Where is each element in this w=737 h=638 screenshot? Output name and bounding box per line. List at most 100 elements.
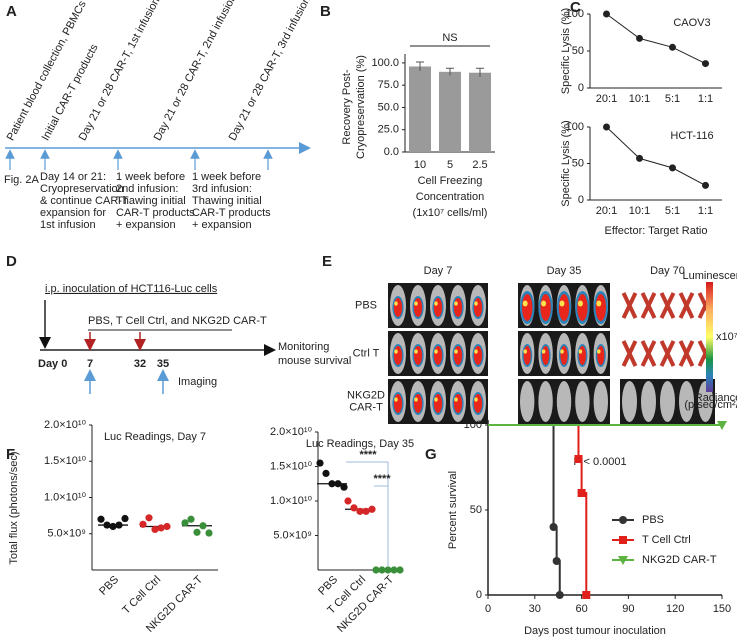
signal-core (454, 301, 458, 306)
signal (433, 298, 443, 317)
mouse (679, 381, 694, 422)
signal (453, 298, 463, 317)
panel-label: E (322, 253, 332, 270)
x-tick-label: 5:1 (665, 93, 680, 105)
timeline-note: expansion for (40, 207, 106, 219)
data-point (151, 525, 159, 534)
data-point (334, 480, 342, 488)
mouse (575, 381, 590, 422)
signal (393, 298, 403, 317)
x-axis-label: Effector: Target Ratio (605, 225, 708, 237)
data-point (636, 154, 643, 162)
signal-core (434, 397, 438, 402)
y-tick-label: 100.0 (371, 57, 399, 69)
survival-line (488, 424, 588, 595)
data-point (669, 164, 676, 172)
group-label: Ctrl T (353, 347, 380, 359)
x-tick-label: PBS (316, 574, 340, 598)
x-tick-label: 150 (713, 603, 731, 615)
x-tick-label: 1:1 (698, 93, 713, 105)
dead-mark (659, 292, 676, 319)
x-tick-label: PBS (97, 574, 121, 598)
timeline-note: 1st infusion (40, 219, 96, 231)
signal-core (474, 397, 478, 402)
dead-mark (659, 340, 676, 367)
data-point (702, 181, 709, 189)
data-point (340, 483, 348, 491)
endpoint-text: mouse survival (278, 355, 351, 367)
signal (540, 294, 551, 321)
x-tick-label: 10:1 (629, 205, 650, 217)
y-tick-label: 1.5×10¹⁰ (270, 460, 313, 472)
data-point (199, 522, 207, 530)
bar (409, 66, 431, 152)
panel-label: A (6, 3, 17, 20)
signal (433, 346, 443, 365)
signal (473, 394, 483, 413)
signal (473, 346, 483, 365)
data-point (702, 60, 709, 68)
legend-marker (619, 516, 627, 524)
data-point (603, 123, 610, 131)
signal-core (454, 397, 458, 402)
group-label: NKG2D (347, 389, 385, 401)
legend-label: PBS (642, 514, 664, 526)
signal-core (414, 301, 418, 306)
signal-core (394, 397, 398, 402)
timepoint-label: Day 7 (424, 265, 453, 277)
signal (558, 294, 570, 321)
data-point (378, 566, 386, 574)
data-point (205, 529, 213, 537)
x-tick-label: 20:1 (596, 205, 617, 217)
y-tick-label: 50 (470, 504, 482, 516)
event-label: Day 21 or 28 CAR-T, 3rd infusion (227, 0, 313, 143)
data-point (103, 521, 111, 529)
y-tick-label: 2.0×10¹⁰ (44, 419, 87, 431)
timeline-note: 2nd infusion: (116, 183, 178, 195)
timeline-note: CAR-T products (192, 207, 271, 219)
data-point (603, 10, 610, 18)
chart-title: P < 0.0001 (573, 456, 626, 468)
dead-mark (621, 292, 638, 319)
x-tick-label: 90 (622, 603, 634, 615)
mouse (556, 381, 572, 422)
data-point (549, 523, 558, 531)
data-point (322, 469, 330, 477)
mouse (538, 381, 553, 422)
data-point (372, 566, 380, 574)
dead-mark (621, 340, 638, 367)
colorbar-title: Luminescence (683, 270, 737, 282)
data-point (552, 557, 561, 565)
data-point (97, 515, 105, 523)
bar (469, 72, 491, 152)
mouse (593, 381, 608, 422)
signal (473, 298, 483, 317)
timeline-note: & continue CAR-T (40, 195, 129, 207)
data-point (121, 514, 129, 523)
y-tick-label: 2.0×10¹⁰ (270, 426, 313, 438)
signal-core (577, 300, 583, 307)
survival-line (488, 424, 561, 595)
y-tick-label: 100 (566, 121, 584, 133)
day-label: 32 (134, 358, 146, 370)
data-point (390, 566, 398, 574)
data-point (368, 505, 376, 513)
y-axis-label: Total flux (photons/sec) (8, 451, 20, 564)
timeline-note: 1 week before (116, 171, 185, 183)
data-line (606, 126, 706, 186)
panel-label: G (425, 446, 437, 463)
signal (597, 346, 605, 365)
x-tick-label: 60 (575, 603, 587, 615)
data-point (362, 507, 370, 515)
y-axis-label: Specific Lysis (%) (560, 8, 572, 94)
signal (393, 346, 403, 365)
timeline-note: CAR-T products (116, 207, 195, 219)
y-axis-label: Cryopreservation (%) (355, 55, 367, 159)
imaging-text: Imaging (178, 376, 217, 388)
signal (578, 346, 587, 365)
x-tick-label: 20:1 (596, 93, 617, 105)
y-tick-label: 5.0×10⁹ (273, 529, 312, 541)
data-point (115, 521, 123, 529)
signal-core (394, 301, 398, 306)
signal (413, 394, 423, 413)
